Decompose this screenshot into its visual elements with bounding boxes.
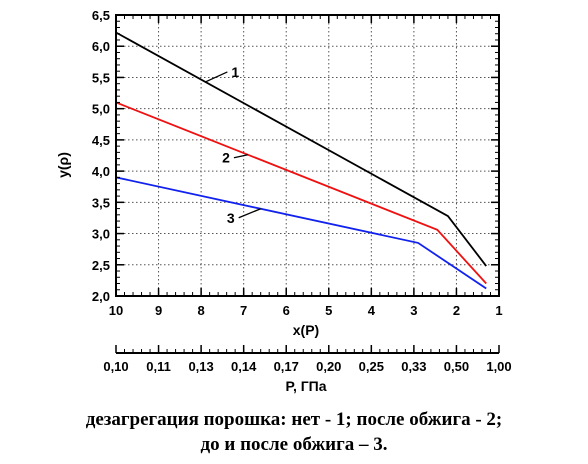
- ticks: [115, 14, 500, 297]
- caption-line-2: до и после обжига – 3.: [200, 434, 388, 455]
- x-tick-label: 1: [495, 303, 502, 318]
- y-tick-label: 6,0: [92, 39, 110, 54]
- y-tick-label: 3,5: [92, 195, 110, 210]
- y-tick-label: 4,5: [92, 133, 110, 148]
- curve-label-1: 1: [231, 64, 239, 80]
- x-tick-label: 6: [283, 303, 290, 318]
- x2-tick-label: 0,50: [444, 359, 469, 374]
- x-axis-label: x(P): [293, 322, 319, 338]
- plot-frame: [115, 14, 500, 297]
- x2-tick-label: 0,17: [274, 359, 299, 374]
- secondary-axis: [115, 345, 500, 354]
- curve-leader-1: [205, 71, 228, 83]
- x2-tick-label: 0,14: [231, 359, 257, 374]
- y-axis-label: y(ρ): [55, 152, 71, 178]
- curve-leader-2: [233, 154, 249, 159]
- x2-tick-label: 0,13: [188, 359, 213, 374]
- x2-tick-label: 0,33: [401, 359, 426, 374]
- x-tick-label: 4: [368, 303, 376, 318]
- x-tick-label: 8: [197, 303, 204, 318]
- x-tick-labels: 10 9 8 7 6 5 4 3 2 1: [109, 303, 503, 318]
- x2-tick-label: 0,20: [316, 359, 341, 374]
- x2-tick-label: 0,25: [359, 359, 384, 374]
- x-tick-label: 3: [410, 303, 417, 318]
- y-tick-label: 5,5: [92, 70, 110, 85]
- caption-line-1: дезагрегация порошка: нет - 1; после обж…: [85, 409, 503, 430]
- x-tick-label: 7: [240, 303, 247, 318]
- x-tick-label: 2: [453, 303, 460, 318]
- x2-tick-label: 0,10: [103, 359, 128, 374]
- x-tick-label: 9: [155, 303, 162, 318]
- y-tick-label: 2,0: [92, 289, 110, 304]
- y-tick-label: 6,5: [92, 8, 110, 23]
- curve-labels: 1 2 3: [205, 64, 261, 226]
- series-line-2: [115, 101, 487, 285]
- y-tick-label: 2,5: [92, 258, 110, 273]
- x-tick-label: 5: [325, 303, 332, 318]
- grid: [115, 14, 500, 297]
- series-line-3: [115, 176, 487, 290]
- x2-tick-label: 0,11: [146, 359, 171, 374]
- y-tick-label: 5,0: [92, 102, 110, 117]
- y-tick-label: 4,0: [92, 164, 110, 179]
- y-tick-labels: 2,0 2,5 3,0 3,5 4,0 4,5 5,0 5,5 6,0 6,5: [92, 8, 110, 304]
- curve-label-3: 3: [227, 210, 235, 226]
- x2-axis-label: P, ГПа: [285, 378, 326, 394]
- series-lines: [115, 31, 487, 290]
- y-tick-label: 3,0: [92, 227, 110, 242]
- series-line-1: [115, 31, 487, 267]
- curve-label-2: 2: [222, 150, 230, 166]
- x-tick-label: 10: [109, 303, 123, 318]
- curve-leader-3: [238, 208, 261, 219]
- x2-tick-label: 1,00: [486, 359, 511, 374]
- chart: 2,0 2,5 3,0 3,5 4,0 4,5 5,0 5,5 6,0 6,5 10 9 8 7 6 5 4 3…: [55, 8, 512, 394]
- x2-tick-labels: 0,10 0,11 0,13 0,14 0,17 0,20 0,25 0,33 0,50 1,00: [103, 359, 511, 374]
